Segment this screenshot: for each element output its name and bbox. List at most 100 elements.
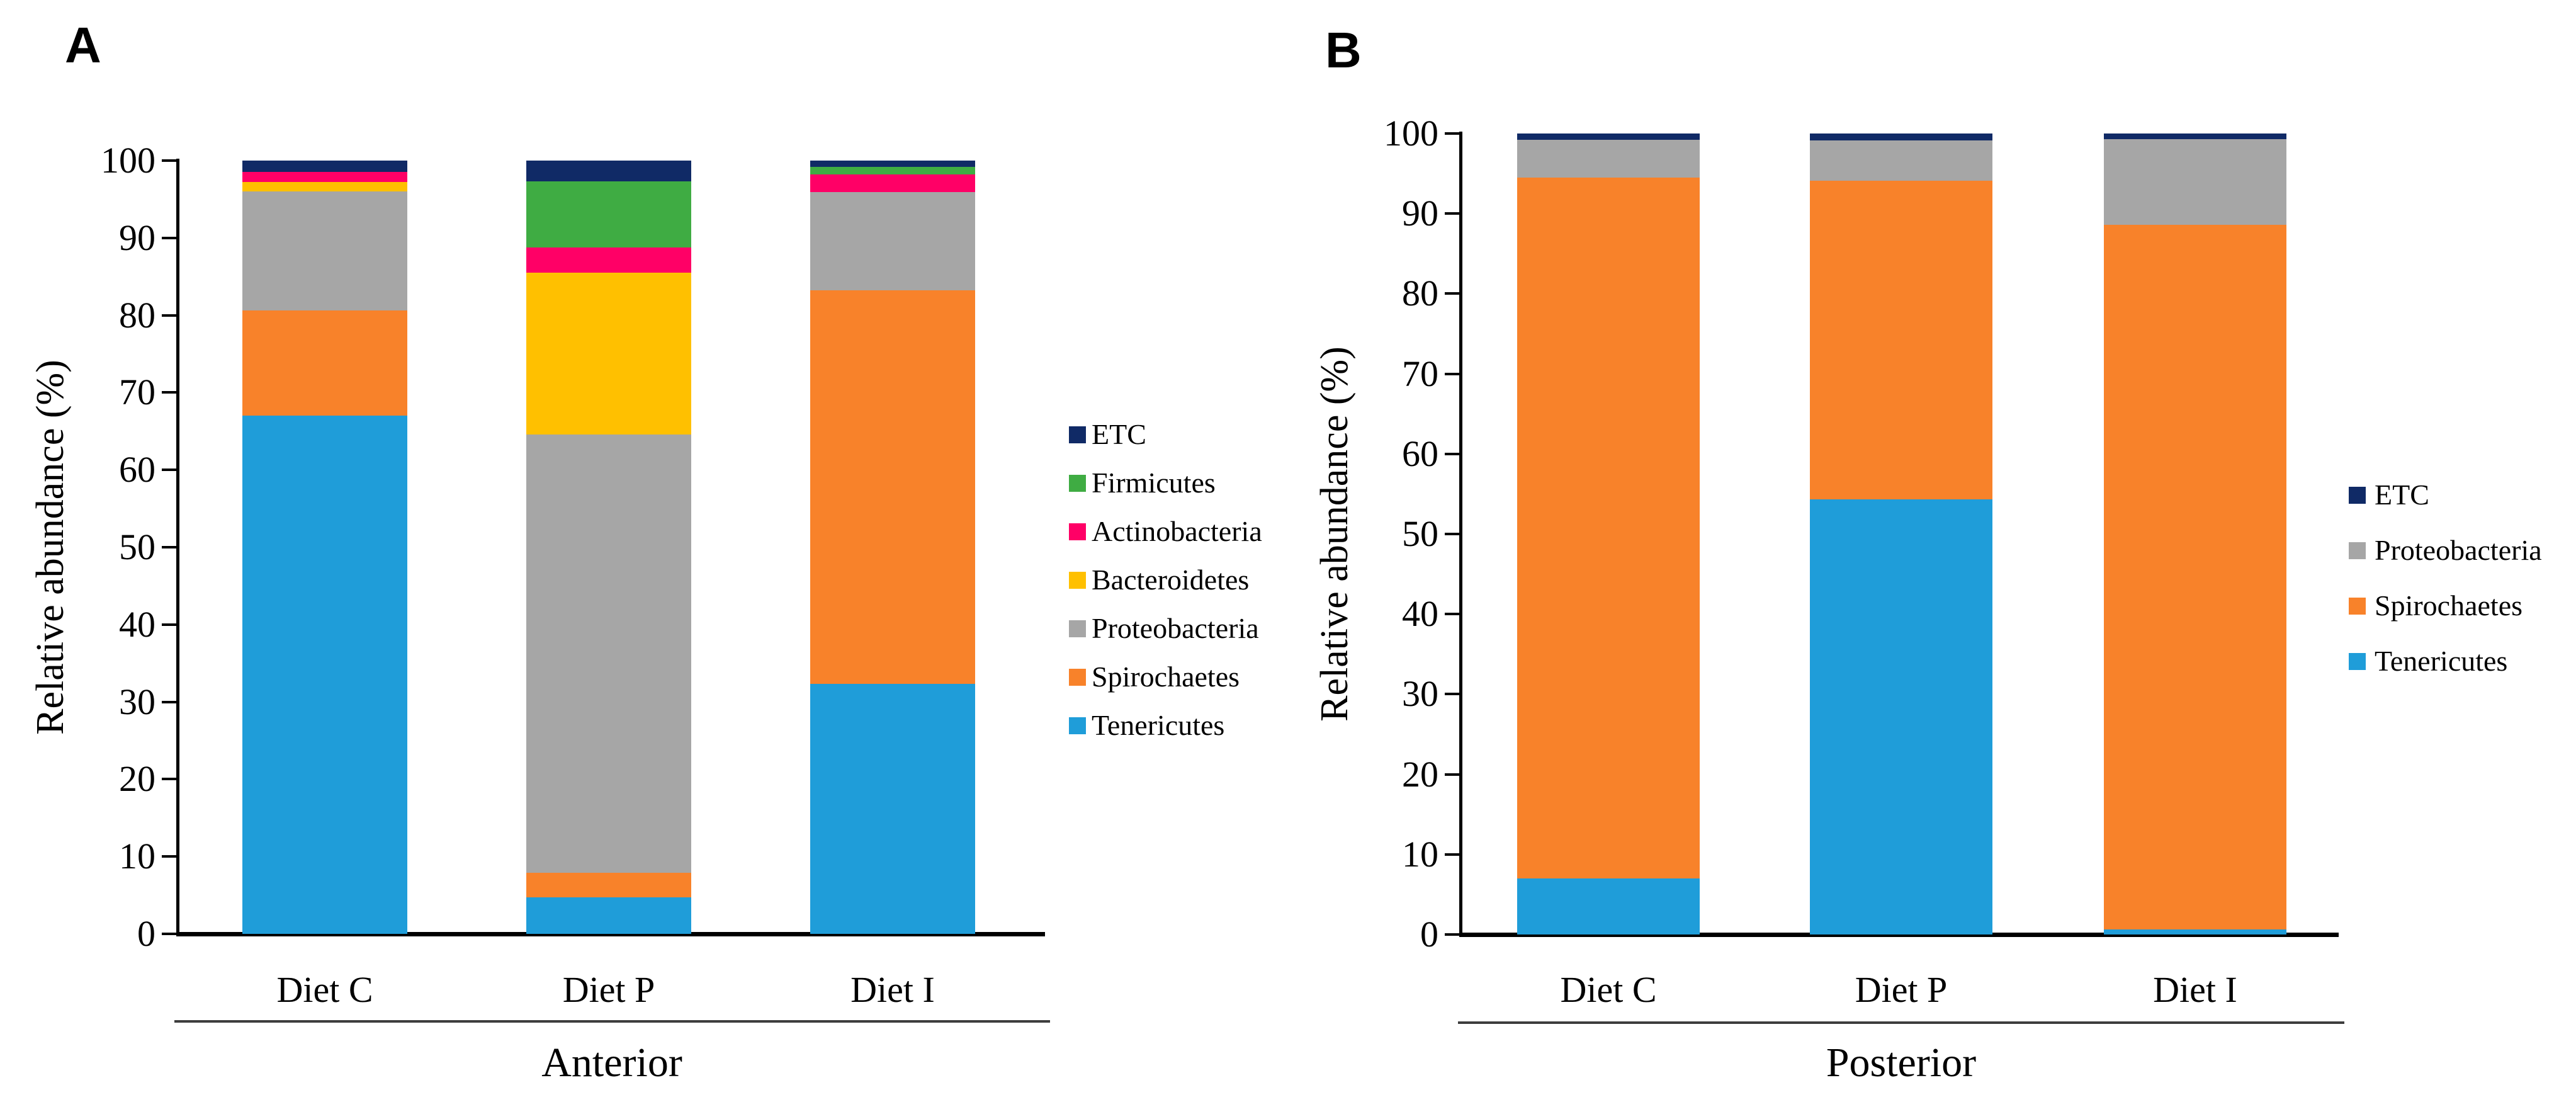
y-tick-label: 0: [1420, 914, 1438, 955]
bar-segment-spirochaetes: [1810, 181, 1992, 500]
y-tick-mark: [162, 469, 179, 472]
y-tick-label: 70: [1402, 353, 1438, 394]
bar-segment-proteobacteria: [2104, 139, 2286, 225]
bar-segment-etc: [1810, 133, 1992, 141]
bar-segment-proteobacteria: [1517, 140, 1700, 178]
legend-label-proteobacteria: Proteobacteria: [2375, 534, 2542, 566]
legend-swatch-proteobacteria: [1069, 620, 1086, 637]
legend-swatch-proteobacteria: [2349, 542, 2366, 559]
bar-segment-proteobacteria: [810, 192, 975, 291]
y-tick-label: 20: [1402, 753, 1438, 795]
category-label: Diet C: [1560, 969, 1657, 1010]
x-axis-line: [176, 932, 1045, 936]
legend-swatch-bacteroidetes: [1069, 572, 1086, 589]
bar-segment-bacteroidetes: [526, 273, 691, 435]
category-label: Diet P: [562, 969, 655, 1010]
bar-segment-firmicutes: [810, 166, 975, 175]
y-tick-label: 50: [119, 526, 155, 567]
y-tick-label: 80: [1402, 273, 1438, 314]
bar-segment-tenericutes: [1517, 878, 1700, 934]
y-tick-label: 60: [119, 449, 155, 491]
y-tick-label: 40: [1402, 593, 1438, 635]
legend-label-tenericutes: Tenericutes: [2375, 645, 2508, 677]
y-tick-label: 50: [1402, 513, 1438, 554]
bar-segment-tenericutes: [2104, 929, 2286, 934]
category-label: Diet I: [850, 969, 935, 1010]
bar-segment-spirochaetes: [242, 310, 407, 416]
y-tick-mark: [1445, 132, 1462, 135]
legend-label-etc: ETC: [1092, 418, 1146, 450]
y-tick-label: 80: [119, 294, 155, 336]
y-tick-label: 100: [101, 140, 155, 181]
y-tick-label: 30: [1402, 673, 1438, 715]
y-tick-label: 70: [119, 372, 155, 413]
y-tick-mark: [162, 700, 179, 703]
bar-segment-proteobacteria: [242, 191, 407, 311]
bar-segment-actinobacteria: [242, 172, 407, 183]
bar-segment-spirochaetes: [1517, 177, 1700, 878]
y-tick-label: 10: [1402, 833, 1438, 875]
bar-segment-etc: [1517, 133, 1700, 140]
legend-label-etc: ETC: [2375, 479, 2429, 511]
y-tick-label: 0: [137, 913, 155, 954]
bar-segment-proteobacteria: [526, 434, 691, 873]
bar-segment-spirochaetes: [2104, 225, 2286, 930]
bar-segment-tenericutes: [242, 416, 407, 934]
bar-segment-actinobacteria: [810, 174, 975, 193]
y-tick-mark: [162, 236, 179, 239]
group-label-anterior: Anterior: [541, 1040, 682, 1086]
bar-segment-etc: [810, 161, 975, 167]
category-label: Diet C: [276, 969, 373, 1010]
y-tick-mark: [162, 159, 179, 162]
y-tick-mark: [1445, 372, 1462, 375]
legend-swatch-etc: [1069, 426, 1086, 443]
legend-label-bacteroidetes: Bacteroidetes: [1092, 564, 1250, 596]
y-tick-label: 40: [119, 603, 155, 645]
bar-segment-firmicutes: [526, 181, 691, 247]
y-tick-mark: [162, 855, 179, 858]
panel-b-label: B: [1325, 22, 1362, 78]
y-tick-label: 90: [119, 217, 155, 258]
y-tick-label: 10: [119, 836, 155, 877]
legend-swatch-spirochaetes: [2349, 598, 2366, 615]
bar-segment-etc: [2104, 133, 2286, 139]
y-tick-mark: [162, 391, 179, 394]
legend-swatch-tenericutes: [1069, 717, 1086, 734]
y-tick-label: 60: [1402, 433, 1438, 474]
bar-segment-proteobacteria: [1810, 140, 1992, 181]
bar-segment-tenericutes: [810, 684, 975, 934]
group-label-posterior: Posterior: [1826, 1040, 1977, 1086]
y-tick-label: 30: [119, 681, 155, 722]
bar-segment-tenericutes: [526, 897, 691, 934]
category-label: Diet P: [1855, 969, 1948, 1010]
group-underline-anterior: [174, 1020, 1050, 1023]
y-tick-mark: [1445, 693, 1462, 696]
bar-segment-tenericutes: [1810, 499, 1992, 934]
bar-segment-etc: [242, 161, 407, 173]
legend-swatch-tenericutes: [2349, 653, 2366, 670]
y-tick-label: 20: [119, 758, 155, 800]
legend-label-actinobacteria: Actinobacteria: [1092, 515, 1262, 547]
y-tick-mark: [1445, 613, 1462, 616]
legend-swatch-actinobacteria: [1069, 523, 1086, 540]
legend-label-spirochaetes: Spirochaetes: [1092, 661, 1240, 693]
y-tick-mark: [1445, 853, 1462, 856]
bar-segment-bacteroidetes: [242, 182, 407, 192]
x-axis-line: [1459, 933, 2339, 937]
bar-segment-spirochaetes: [810, 290, 975, 684]
y-tick-mark: [162, 314, 179, 317]
legend-label-tenericutes: Tenericutes: [1092, 709, 1225, 741]
bar-segment-etc: [526, 161, 691, 182]
y-tick-mark: [1445, 212, 1462, 215]
y-tick-label: 90: [1402, 193, 1438, 234]
y-tick-mark: [162, 778, 179, 781]
legend-label-spirochaetes: Spirochaetes: [2375, 589, 2523, 622]
y-tick-mark: [162, 546, 179, 548]
y-tick-label: 100: [1384, 113, 1438, 154]
bar-segment-actinobacteria: [526, 247, 691, 273]
legend-swatch-firmicutes: [1069, 475, 1086, 492]
legend-swatch-spirochaetes: [1069, 669, 1086, 686]
